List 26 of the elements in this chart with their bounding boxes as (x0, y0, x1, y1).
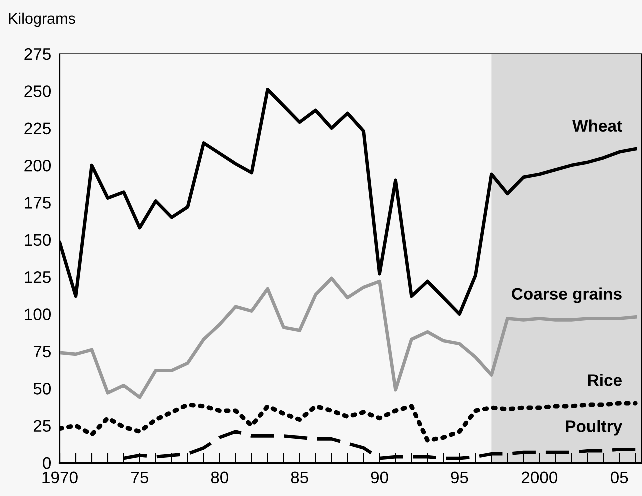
y-tick-label: 125 (25, 271, 51, 284)
y-tick-label: 50 (34, 383, 52, 395)
series-label: Rice (588, 374, 622, 386)
y-tick-label: 100 (25, 308, 52, 320)
x-tick-label: 85 (291, 472, 308, 484)
series-label: Coarse grains (512, 288, 622, 304)
x-tick-label: 90 (371, 472, 388, 484)
line-series (60, 276, 638, 400)
y-axis-title: Kilograms (9, 12, 76, 28)
x-tick-label: 05 (611, 472, 628, 484)
y-tick-label: 250 (24, 86, 52, 98)
x-tick-label: 75 (132, 472, 149, 484)
y-tick-label: 175 (25, 197, 51, 209)
y-tick-label: 225 (24, 122, 51, 135)
series-label: Poultry (566, 420, 622, 436)
y-tick-label: 25 (34, 420, 51, 432)
y-tick-label: 150 (25, 234, 52, 246)
x-tick-label: 95 (451, 472, 468, 484)
y-tick-label: 0 (43, 457, 52, 470)
series-label: Wheat (572, 120, 622, 132)
y-tick-label: 75 (34, 346, 51, 358)
x-tick-label: 80 (211, 472, 229, 484)
x-tick-label: 1970 (42, 472, 78, 484)
y-tick-label: 200 (24, 160, 52, 172)
x-tick-label: 2000 (522, 472, 558, 484)
y-tick-label: 275 (24, 48, 51, 60)
